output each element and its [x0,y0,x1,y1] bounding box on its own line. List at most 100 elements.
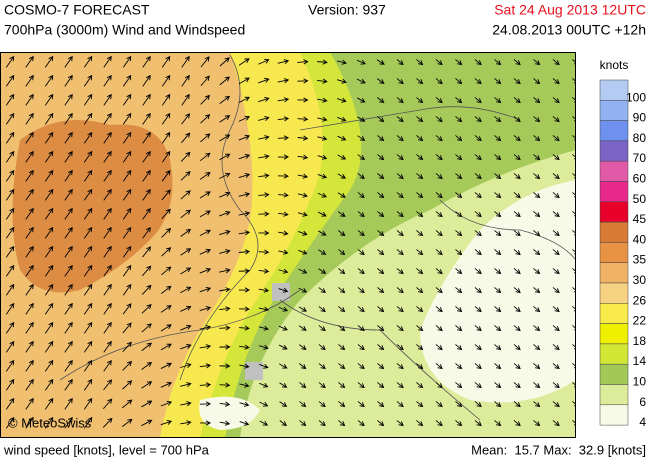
wind-arrow [25,359,34,372]
wind-arrow [494,420,502,427]
wind-arrow [239,420,250,426]
wind-arrow [435,192,443,199]
wind-arrow [513,192,521,199]
wind-arrow [337,116,347,122]
wind-arrow [25,207,34,220]
wind-arrow [44,264,54,277]
wind-arrow [103,321,112,334]
wind-arrow [103,93,112,106]
wind-arrow [64,264,73,277]
wind-arrow [83,321,93,334]
wind-arrow [376,59,385,65]
wind-arrow [5,245,15,258]
wind-arrow [494,230,502,237]
wind-arrow [396,363,404,370]
wind-arrow [161,208,171,220]
wind-arrow [435,249,443,256]
wind-arrow [161,266,172,276]
wind-arrow [513,154,521,161]
wind-arrow [416,154,424,161]
wind-arrow [416,97,424,104]
wind-arrow [338,363,346,370]
wind-arrow [416,230,424,237]
wind-arrow [258,268,270,274]
wind-arrow [219,76,230,86]
wind-arrow [533,78,541,85]
wind-arrow [258,192,270,198]
wind-arrow [317,154,328,160]
wind-arrow [64,397,73,410]
wind-arrow [552,78,560,85]
legend-label: 26 [633,293,647,307]
wind-arrow [64,93,73,106]
wind-arrow [298,287,308,293]
wind-arrow [474,135,482,142]
wind-arrow [357,401,365,408]
legend-swatch [599,404,629,426]
wind-arrow [377,154,385,161]
wind-arrow [259,363,269,369]
wind-arrow [181,74,190,87]
wind-arrow [338,268,346,275]
wind-arrow [396,344,404,351]
wind-arrow [64,207,73,220]
wind-arrow [219,191,231,198]
wind-arrow [238,230,251,236]
wind-arrow [396,116,404,123]
wind-arrow [258,325,269,331]
wind-arrow [396,211,404,218]
wind-arrow [435,173,443,180]
wind-arrow [396,420,404,427]
wind-arrow [396,78,404,85]
wind-arrow [25,226,34,239]
wind-arrow [297,116,309,122]
wind-arrow [258,173,270,179]
wind-arrow [64,188,73,201]
wind-arrow [435,135,443,142]
wind-arrow [103,150,112,163]
wind-arrow [180,171,191,181]
wind-arrow [297,192,308,198]
wind-arrow [258,230,270,236]
wind-arrow [5,340,15,353]
wind-arrow [25,321,34,334]
wind-arrow [455,306,463,313]
wind-arrow [494,192,502,199]
wind-arrow [219,401,231,407]
wind-arrow [494,382,502,389]
wind-arrow [180,305,192,312]
wind-arrow [238,192,251,198]
legend-swatch [599,221,629,243]
wind-arrow [455,173,463,180]
wind-arrow [552,325,560,332]
wind-arrow [160,343,172,351]
wind-arrow [533,401,541,408]
wind-arrow [122,93,132,106]
wind-arrow [494,268,502,275]
legend-label: 60 [633,172,647,186]
wind-arrow [219,115,231,123]
wind-arrow [239,363,250,369]
wind-arrow [180,420,192,426]
wind-arrow [416,78,424,85]
legend-swatch [599,201,629,223]
wind-arrow [142,246,152,258]
wind-arrow [44,188,54,201]
wind-arrow [64,378,73,391]
wind-arrow [180,151,191,162]
wind-arrow [416,420,424,427]
wind-arrow [552,59,560,66]
wind-arrow [494,325,502,332]
wind-arrow [317,173,328,179]
wind-arrow [161,150,171,163]
wind-arrow [122,74,132,87]
wind-arrow [25,112,34,125]
wind-arrow [44,359,54,372]
wind-arrow [396,382,404,389]
wind-arrow [44,340,54,353]
wind-arrow [103,226,112,239]
wind-arrow [199,191,211,199]
wind-arrow [338,420,346,427]
wind-arrow [533,59,541,66]
wind-arrow [277,135,290,141]
